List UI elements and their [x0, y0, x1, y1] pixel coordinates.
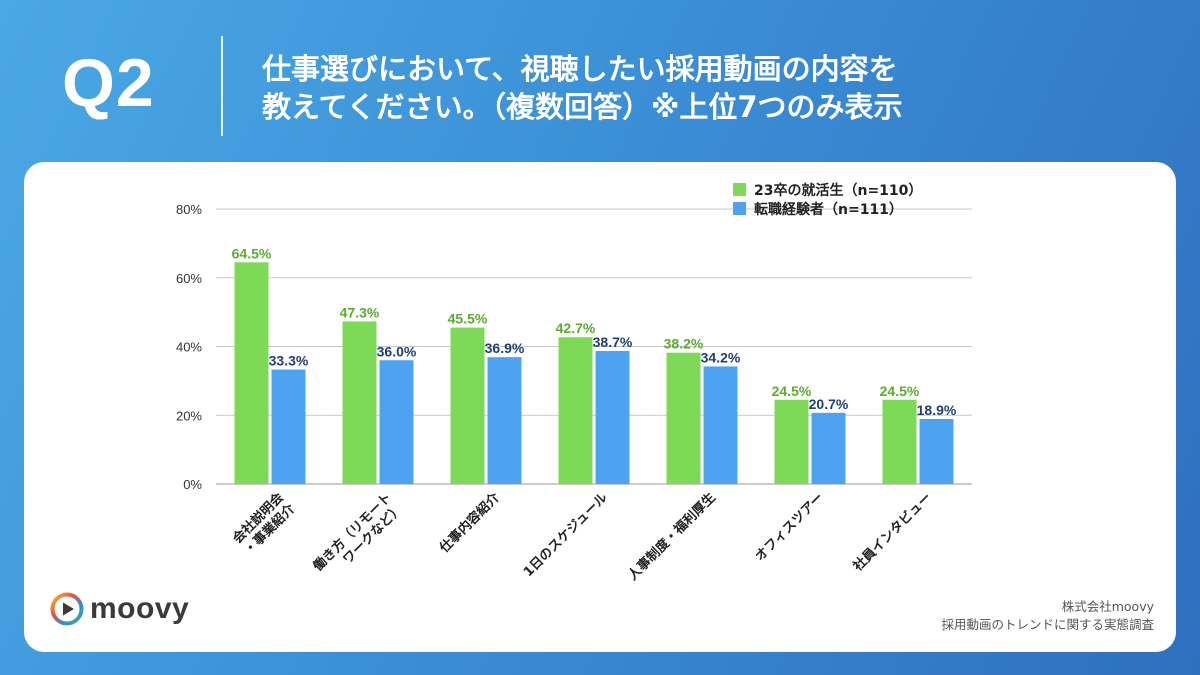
source-note: 株式会社moovy 採用動画のトレンドに関する実態調査	[941, 598, 1154, 634]
bar-students	[342, 321, 377, 484]
data-label: 45.5%	[448, 311, 488, 327]
data-label: 47.3%	[340, 304, 380, 320]
data-label: 18.9%	[917, 402, 957, 418]
bar-career-changers	[703, 366, 738, 484]
legend-swatch	[733, 202, 746, 215]
y-tick-label: 40%	[176, 340, 202, 355]
data-label: 38.7%	[593, 334, 633, 350]
category-label: 人事制度・福利厚生	[625, 490, 719, 584]
category-label: 働き方（リモートワークなど）	[309, 490, 406, 587]
source-company: 株式会社moovy	[1061, 599, 1154, 614]
question-title: 仕事選びにおいて、視聴したい採用動画の内容を 教えてください。（複数回答）※上位…	[262, 50, 1162, 126]
bar-career-changers	[811, 412, 846, 484]
bar-career-changers	[595, 350, 630, 484]
data-label: 24.5%	[880, 383, 920, 399]
data-label: 33.3%	[269, 353, 309, 369]
legend-label: 転職経験者（n=111）	[754, 201, 903, 218]
y-tick-label: 80%	[176, 202, 202, 217]
play-logo-icon	[50, 592, 84, 626]
bar-career-changers	[379, 360, 414, 484]
bar-students	[234, 262, 269, 484]
legend-swatch	[733, 183, 746, 196]
category-label: 会社説明会・事業紹介	[230, 489, 299, 558]
category-label: 社員インタビュー	[849, 490, 935, 576]
data-label: 36.9%	[485, 340, 525, 356]
header-divider	[221, 36, 223, 136]
y-tick-label: 60%	[176, 271, 202, 286]
data-label: 38.2%	[664, 336, 704, 352]
data-label: 64.5%	[232, 245, 272, 261]
bar-career-changers	[271, 369, 306, 484]
data-label: 36.0%	[377, 343, 417, 359]
data-label: 20.7%	[809, 396, 849, 412]
category-label: 仕事内容紹介	[436, 489, 504, 557]
category-label: 1日のスケジュール	[521, 490, 611, 580]
bar-students	[558, 337, 593, 484]
y-tick-label: 0%	[183, 477, 202, 492]
bar-students	[666, 352, 701, 484]
data-label: 42.7%	[556, 320, 596, 336]
category-label: オフィスツアー	[753, 490, 827, 564]
logo-text: moovy	[90, 592, 190, 625]
data-label: 34.2%	[701, 349, 741, 365]
bar-students	[774, 399, 809, 484]
source-survey: 採用動画のトレンドに関する実態調査	[941, 617, 1154, 632]
question-label: Q2	[62, 45, 155, 121]
question-title-line1: 仕事選びにおいて、視聴したい採用動画の内容を	[262, 52, 898, 86]
bar-students	[450, 327, 485, 484]
question-title-line2: 教えてください。（複数回答）※上位7つのみ表示	[262, 90, 903, 124]
moovy-logo: moovy	[50, 592, 189, 626]
data-label: 24.5%	[772, 383, 812, 399]
bar-career-changers	[487, 357, 522, 484]
bar-students	[882, 399, 917, 484]
y-tick-label: 20%	[176, 408, 202, 423]
bar-career-changers	[919, 419, 954, 484]
legend-label: 23卒の就活生（n=110）	[754, 182, 922, 199]
